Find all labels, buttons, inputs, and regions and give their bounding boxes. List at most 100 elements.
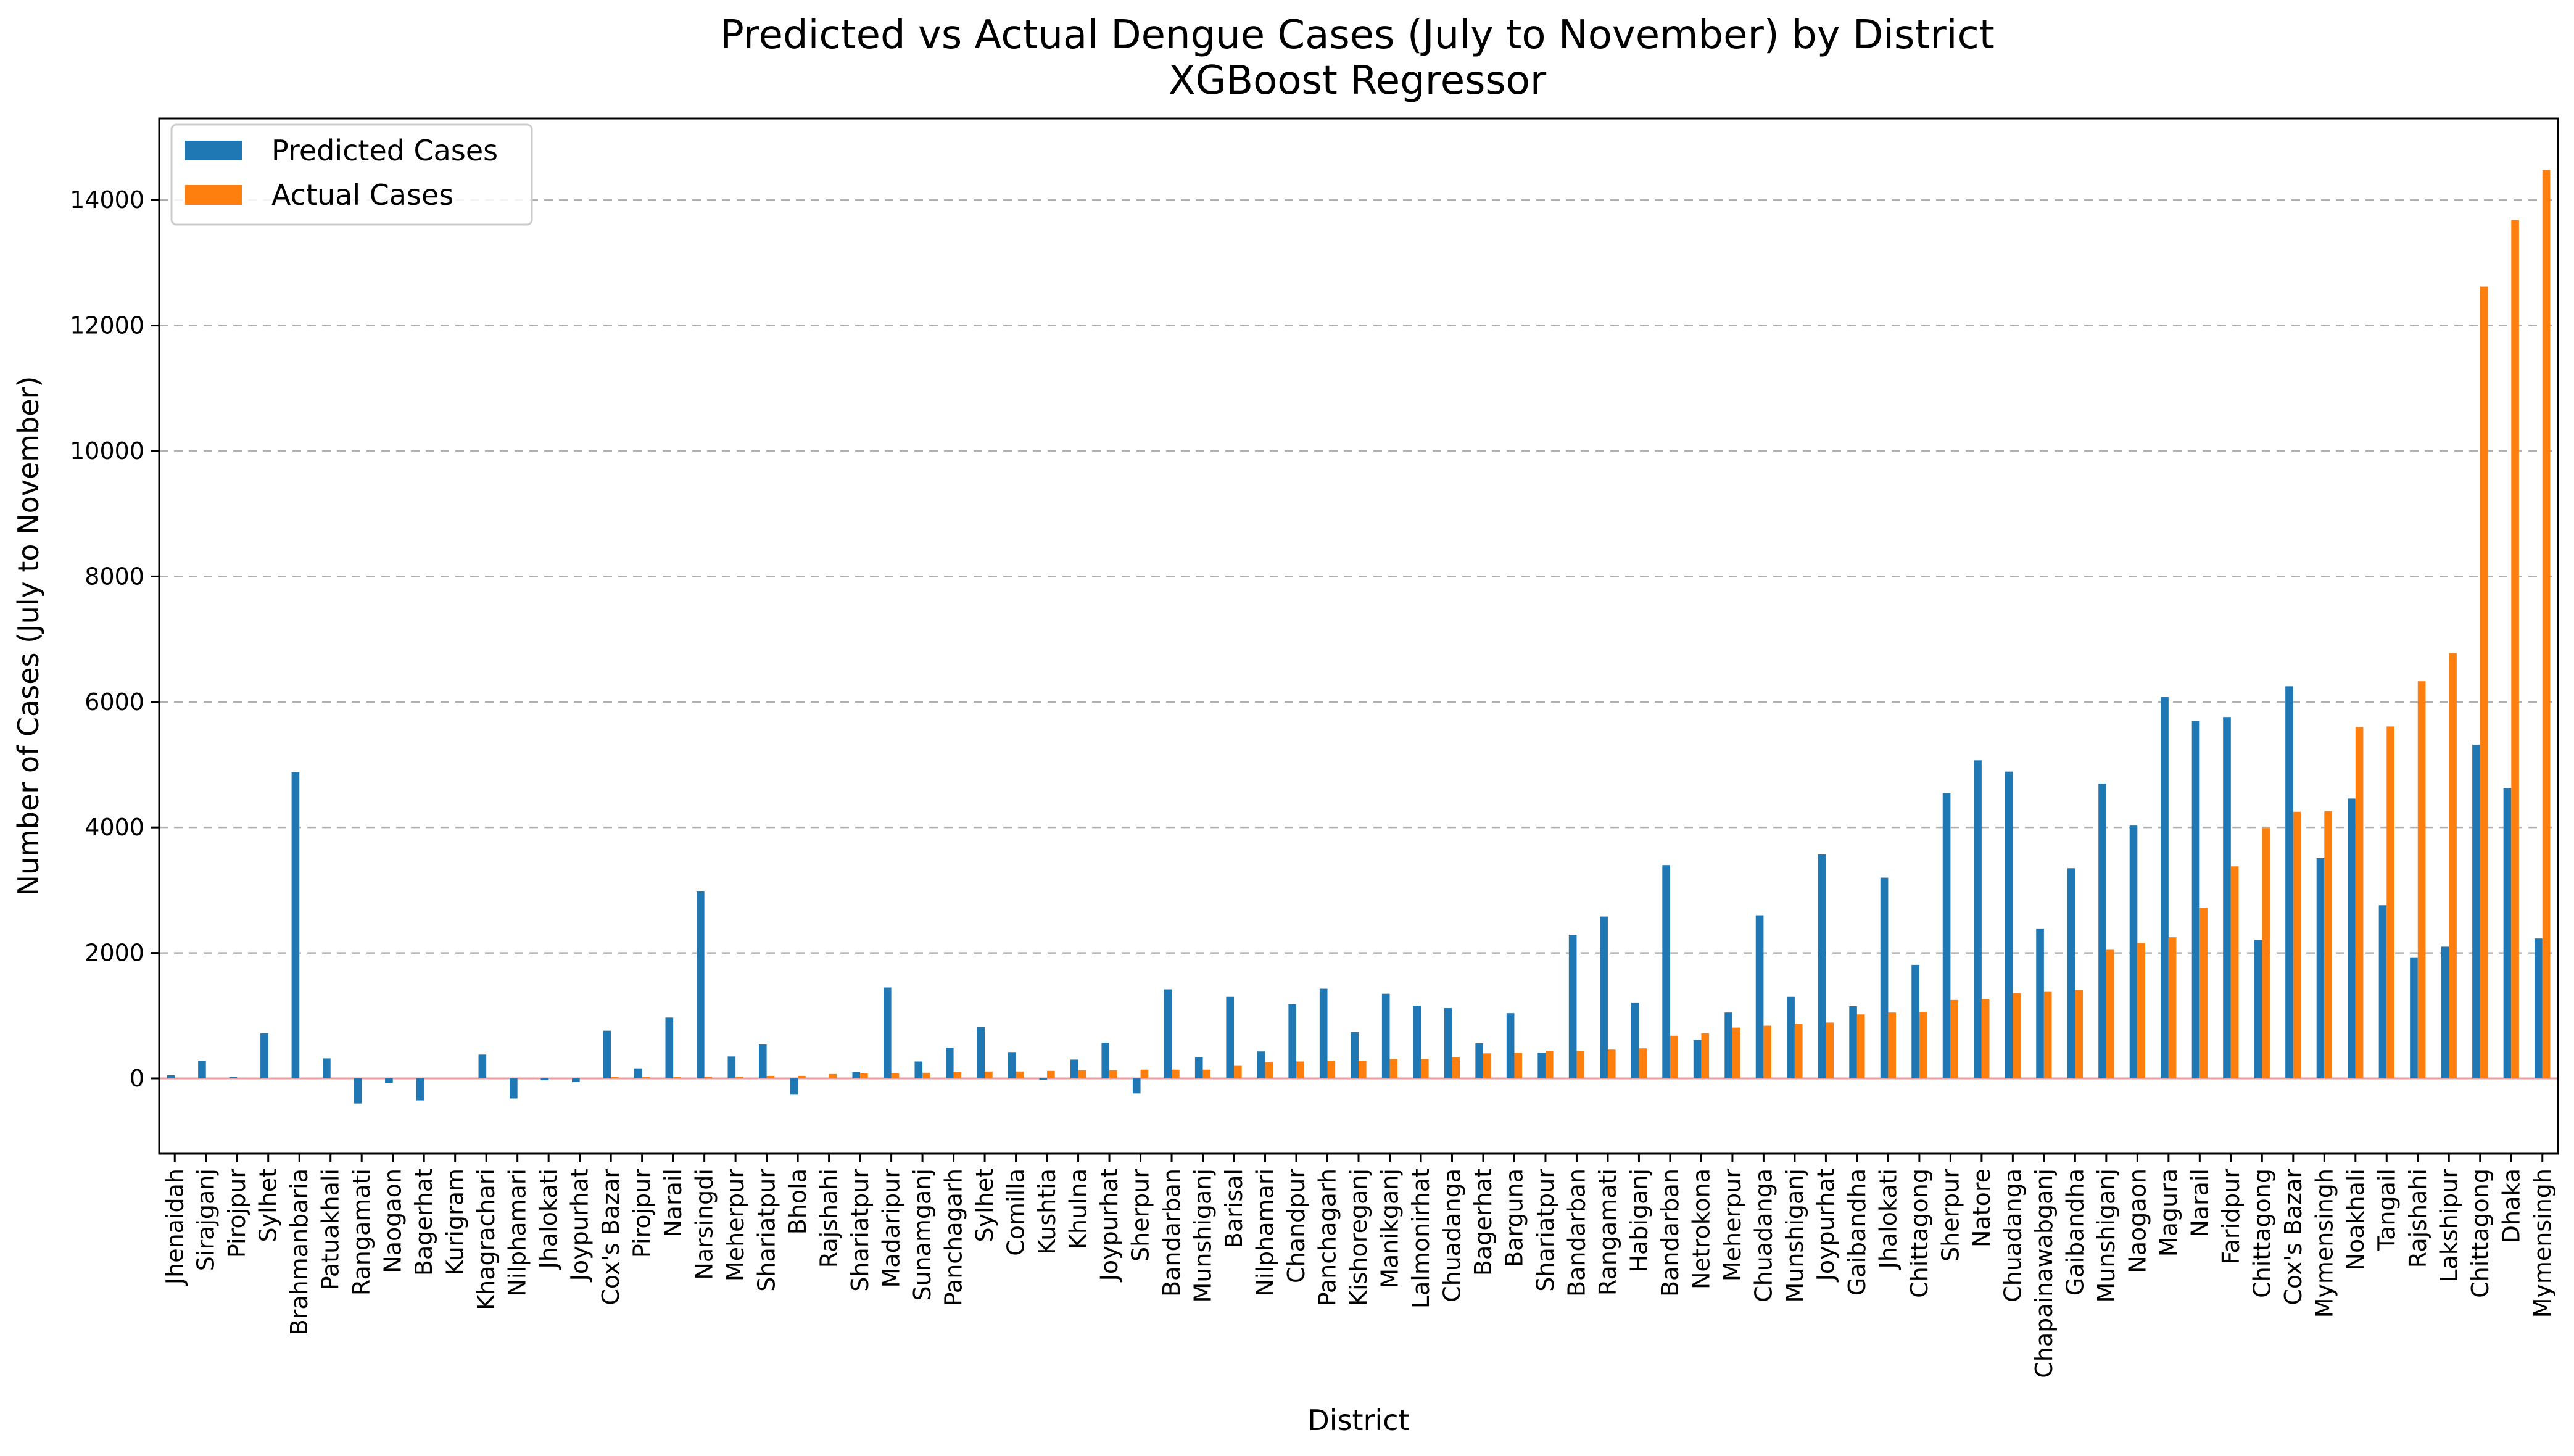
bar-actual xyxy=(766,1075,775,1078)
y-tick-label: 14000 xyxy=(70,186,144,213)
x-tick-label: Madaripur xyxy=(878,1169,905,1288)
x-tick-label: Jhalokati xyxy=(535,1169,562,1270)
bar-predicted xyxy=(914,1061,923,1078)
x-tick-label: Shariatpur xyxy=(1532,1169,1559,1292)
bar-actual xyxy=(1389,1059,1398,1078)
bar-actual xyxy=(891,1073,900,1078)
bar-actual xyxy=(2417,681,2426,1078)
bar-predicted xyxy=(852,1072,861,1078)
bar-predicted xyxy=(2316,858,2325,1078)
x-tick-label: Lalmonirhat xyxy=(1407,1169,1434,1309)
x-tick-label: Mymensingh xyxy=(2529,1169,2556,1318)
bar-predicted xyxy=(1039,1078,1048,1080)
bar-predicted xyxy=(1319,988,1328,1078)
x-tick-label: Dhaka xyxy=(2497,1169,2525,1243)
x-tick-label: Magura xyxy=(2155,1169,2182,1257)
bar-actual xyxy=(985,1071,993,1078)
bar-actual xyxy=(1202,1069,1211,1078)
bar-predicted xyxy=(1008,1052,1016,1078)
x-tick-label: Cox's Bazar xyxy=(2280,1169,2307,1305)
x-tick-label: Chuadanga xyxy=(1438,1169,1465,1302)
x-tick-label: Shariatpur xyxy=(846,1169,874,1292)
bar-predicted xyxy=(2410,957,2418,1078)
y-tick-label: 10000 xyxy=(70,437,144,465)
bar-actual xyxy=(1452,1057,1460,1078)
bar-predicted xyxy=(229,1077,238,1078)
bar-actual xyxy=(1545,1051,1554,1078)
x-tick-label: Joypurhat xyxy=(1096,1169,1123,1282)
x-tick-label: Gaibandha xyxy=(2061,1169,2088,1296)
x-tick-label: Sherpur xyxy=(1937,1169,1964,1262)
bar-predicted xyxy=(665,1017,674,1078)
bar-actual xyxy=(735,1076,743,1078)
bar-predicted xyxy=(1506,1013,1515,1078)
x-tick-label: Joypurhat xyxy=(1812,1169,1839,1282)
bar-actual xyxy=(829,1073,837,1078)
x-tick-label: Chuadanga xyxy=(1750,1169,1777,1302)
x-tick-label: Meherpur xyxy=(1719,1169,1746,1281)
bar-predicted xyxy=(2535,938,2543,1078)
bar-predicted xyxy=(945,1048,954,1078)
bar-actual xyxy=(2137,943,2145,1078)
bars xyxy=(167,170,2551,1104)
bar-actual xyxy=(1919,1012,1927,1078)
x-tick-label: Sirajganj xyxy=(192,1169,220,1271)
bar-actual xyxy=(860,1073,868,1078)
bar-actual xyxy=(1016,1071,1024,1078)
bar-predicted xyxy=(510,1078,518,1099)
bar-actual xyxy=(798,1075,806,1078)
x-tick-label: Chittagong xyxy=(1906,1169,1933,1298)
x-tick-label: Bandarban xyxy=(1158,1169,1185,1297)
bar-predicted xyxy=(2129,825,2138,1078)
x-axis-label: District xyxy=(1307,1404,1409,1437)
y-axis-ticks: 0 2000 4000 6000 8000 10000 12000 14000 xyxy=(70,186,159,1092)
bar-predicted xyxy=(1974,760,1982,1078)
x-tick-label: Kishoreganj xyxy=(1345,1169,1372,1306)
bar-predicted xyxy=(977,1027,985,1078)
x-tick-label: Bandarban xyxy=(1657,1169,1684,1297)
bar-actual xyxy=(2106,949,2114,1078)
bar-predicted xyxy=(572,1078,580,1083)
y-tick-label: 12000 xyxy=(70,312,144,339)
bar-predicted xyxy=(883,987,892,1078)
bar-predicted xyxy=(1132,1078,1141,1094)
bar-actual xyxy=(1732,1027,1740,1078)
x-tick-label: Khulna xyxy=(1065,1169,1092,1249)
y-tick-label: 6000 xyxy=(85,689,144,716)
bar-predicted xyxy=(2472,744,2480,1078)
y-tick-label: 2000 xyxy=(85,940,144,967)
bar-actual xyxy=(2511,220,2519,1078)
bar-actual xyxy=(1047,1070,1055,1078)
x-tick-label: Brahmanbaria xyxy=(286,1169,313,1335)
bar-predicted xyxy=(790,1078,798,1095)
bar-predicted xyxy=(167,1075,175,1078)
bar-actual xyxy=(953,1072,962,1078)
bar-predicted xyxy=(1444,1008,1452,1078)
x-tick-label: Mymensingh xyxy=(2311,1169,2338,1318)
bar-actual xyxy=(2075,990,2083,1078)
chart-title: Predicted vs Actual Dengue Cases (July t… xyxy=(720,12,1995,58)
bar-actual xyxy=(1265,1062,1273,1078)
x-tick-label: Naogaon xyxy=(2124,1169,2151,1273)
bar-actual xyxy=(2355,727,2364,1078)
x-tick-label: Noakhali xyxy=(2342,1169,2369,1270)
bar-actual xyxy=(1670,1035,1678,1078)
bar-predicted xyxy=(2098,783,2106,1078)
bar-predicted xyxy=(1568,935,1577,1078)
bar-predicted xyxy=(198,1061,206,1078)
bar-predicted xyxy=(1381,993,1390,1078)
x-tick-label: Comilla xyxy=(1003,1169,1030,1256)
x-tick-label: Narsingdi xyxy=(691,1169,718,1280)
bar-actual xyxy=(1794,1024,1803,1078)
bar-predicted xyxy=(697,891,705,1078)
bar-predicted xyxy=(634,1068,642,1078)
bar-predicted xyxy=(2503,788,2512,1078)
legend-box xyxy=(170,123,533,226)
x-tick-label: Sylhet xyxy=(255,1169,282,1243)
x-tick-label: Jhenaidah xyxy=(161,1169,188,1286)
bar-predicted xyxy=(1257,1051,1265,1078)
bar-predicted xyxy=(1475,1043,1483,1078)
bar-predicted xyxy=(540,1078,549,1081)
bar-predicted xyxy=(1413,1006,1421,1078)
